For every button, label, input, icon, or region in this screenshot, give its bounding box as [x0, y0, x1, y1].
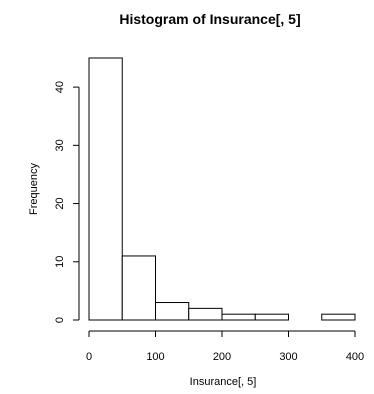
x-axis-tick-label-200: 200: [213, 351, 231, 363]
y-axis-tick-label-20: 20: [54, 197, 66, 209]
histogram-bar-8: [321, 313, 356, 321]
x-axis-tick-label-0: 0: [86, 351, 92, 363]
y-axis-label: Frequency: [28, 163, 40, 215]
histogram-bar-2: [121, 255, 156, 321]
y-axis-tick-label-30: 30: [54, 139, 66, 151]
histogram-bar-6: [254, 313, 289, 321]
histogram-bar-3: [155, 302, 190, 321]
bars-layer: [88, 57, 356, 321]
chart-title: Histogram of Insurance[, 5]: [119, 11, 300, 27]
histogram-bar-1: [88, 57, 123, 321]
x-axis-label: Insurance[, 5]: [190, 376, 257, 388]
y-axis: 0 10 20 30 40: [54, 81, 80, 323]
y-axis-tick-label-0: 0: [54, 317, 66, 323]
x-axis-tick-label-100: 100: [146, 351, 164, 363]
x-axis-tick-label-300: 300: [279, 351, 297, 363]
y-axis-tick-label-40: 40: [54, 81, 66, 93]
y-axis-tick-label-10: 10: [54, 256, 66, 268]
histogram-bar-4: [188, 307, 223, 321]
histogram-bar-5: [221, 313, 256, 321]
x-axis: 0 100 200 300 400: [86, 330, 364, 363]
x-axis-tick-label-400: 400: [346, 351, 364, 363]
